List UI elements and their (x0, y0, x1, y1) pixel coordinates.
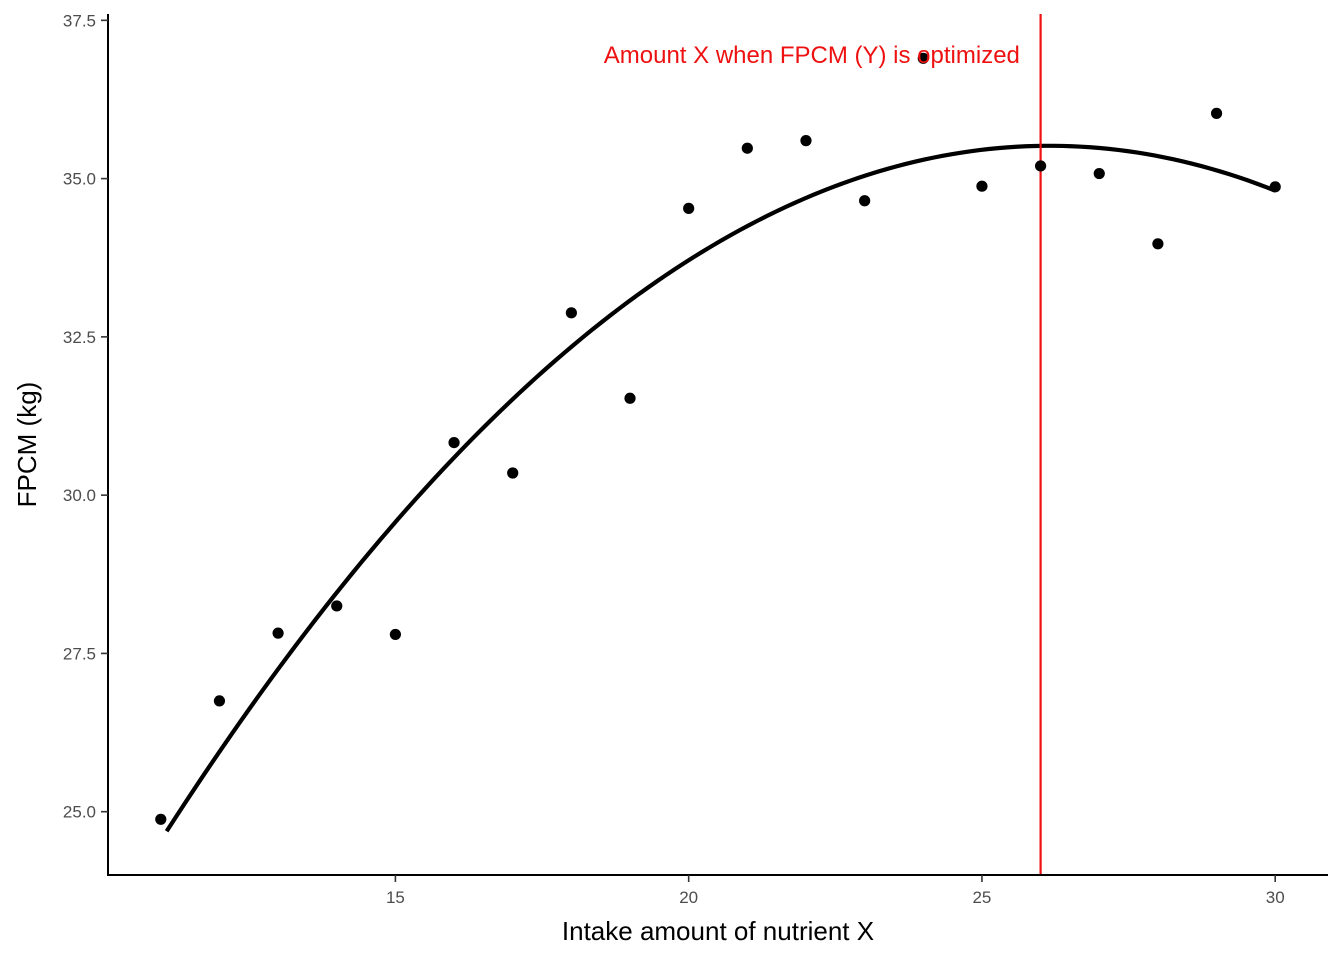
data-point (331, 600, 343, 612)
data-point (507, 467, 519, 479)
x-tick-label: 25 (972, 888, 991, 907)
data-point (976, 180, 988, 192)
data-point (448, 437, 460, 449)
text-layer: Amount X when FPCM (Y) is optimized Inta… (12, 42, 1020, 946)
x-tick-label: 20 (679, 888, 698, 907)
data-point (1210, 107, 1223, 119)
data-point (213, 695, 226, 707)
y-tick-label: 32.5 (63, 328, 96, 347)
y-tick-label: 37.5 (63, 11, 96, 30)
x-tick-label: 15 (386, 888, 405, 907)
data-point (741, 142, 753, 154)
data-point (624, 392, 636, 404)
axes-layer: 15 20 25 30 25.0 27.5 30.0 32.5 35.0 37.5 (63, 11, 1328, 907)
data-point (389, 628, 402, 641)
plot-lines-layer (164, 14, 1276, 875)
y-tick-label: 27.5 (63, 644, 96, 663)
data-point (155, 813, 167, 825)
data-point (1034, 160, 1047, 172)
x-axis-title: Intake amount of nutrient X (562, 916, 874, 946)
x-tick-label: 30 (1266, 888, 1285, 907)
data-point (683, 202, 695, 214)
y-axis-title: FPCM (kg) (12, 382, 42, 508)
data-point (1269, 181, 1281, 193)
y-tick-label: 25.0 (63, 803, 96, 822)
data-point (917, 52, 929, 64)
optimum-annotation: Amount X when FPCM (Y) is optimized (604, 42, 1020, 69)
y-tick-label: 35.0 (63, 170, 96, 189)
y-tick-label: 30.0 (63, 486, 96, 505)
data-point (859, 195, 871, 207)
data-point (272, 627, 284, 639)
data-point (1093, 167, 1105, 180)
fit-curve (164, 143, 1276, 833)
data-point (1152, 238, 1164, 250)
data-point (800, 135, 812, 147)
plot-points-layer (155, 52, 1281, 825)
data-point (565, 307, 577, 319)
